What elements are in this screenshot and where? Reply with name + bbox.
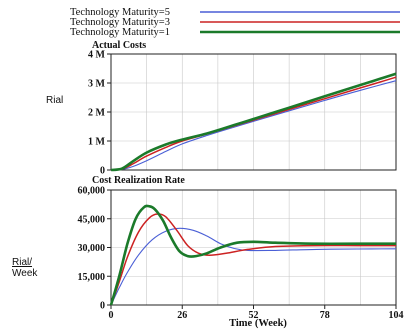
legend-label-2: Technology Maturity=3 [70, 17, 170, 28]
x-tick-label: 52 [249, 310, 259, 321]
series-line-tm5-panel1 [110, 80, 397, 171]
y-tick-label: 0 [100, 301, 105, 312]
y-tick-label: 3 M [88, 79, 106, 90]
y-tick-label: 0 [100, 166, 105, 177]
y-tick-label: 60,000 [78, 186, 106, 197]
y-tick-label: 1 M [88, 137, 106, 148]
x-axis-label: Time (Week) [229, 318, 287, 329]
actual-costs-plot: 0 1 M 2 M 3 M 4 M [88, 50, 397, 177]
series-line-tm3-panel2 [110, 213, 396, 306]
y-tick-label: 30,000 [78, 243, 106, 254]
actual-costs-title: Actual Costs [92, 40, 146, 51]
y-tick-label: 45,000 [78, 214, 106, 225]
x-tick-label: 26 [177, 310, 187, 321]
cost-rate-title: Cost Realization Rate [92, 175, 185, 186]
cost-rate-plot: 0 15,000 30,000 45,000 60,000 0 26 52 78 104 [78, 186, 404, 322]
actual-costs-ylabel: Rial [46, 95, 63, 106]
x-tick-label: 0 [109, 310, 114, 321]
series-line-tm1-panel1 [110, 72, 397, 172]
series-line-tm5-panel2 [110, 227, 397, 306]
y-tick-label: 4 M [88, 50, 106, 61]
series-line-tm1-panel2 [109, 204, 396, 306]
legend-label-1: Technology Maturity=5 [70, 7, 170, 18]
cost-rate-ylabel-line2: Week [12, 268, 38, 279]
y-tick-label: 2 M [88, 108, 106, 119]
cost-rate-ylabel-line1: Rial/ [12, 257, 32, 268]
legend-label-3: Technology Maturity=1 [70, 27, 170, 38]
y-tick-label: 15,000 [78, 272, 106, 283]
x-tick-label: 78 [320, 310, 330, 321]
x-tick-label: 104 [389, 310, 404, 321]
